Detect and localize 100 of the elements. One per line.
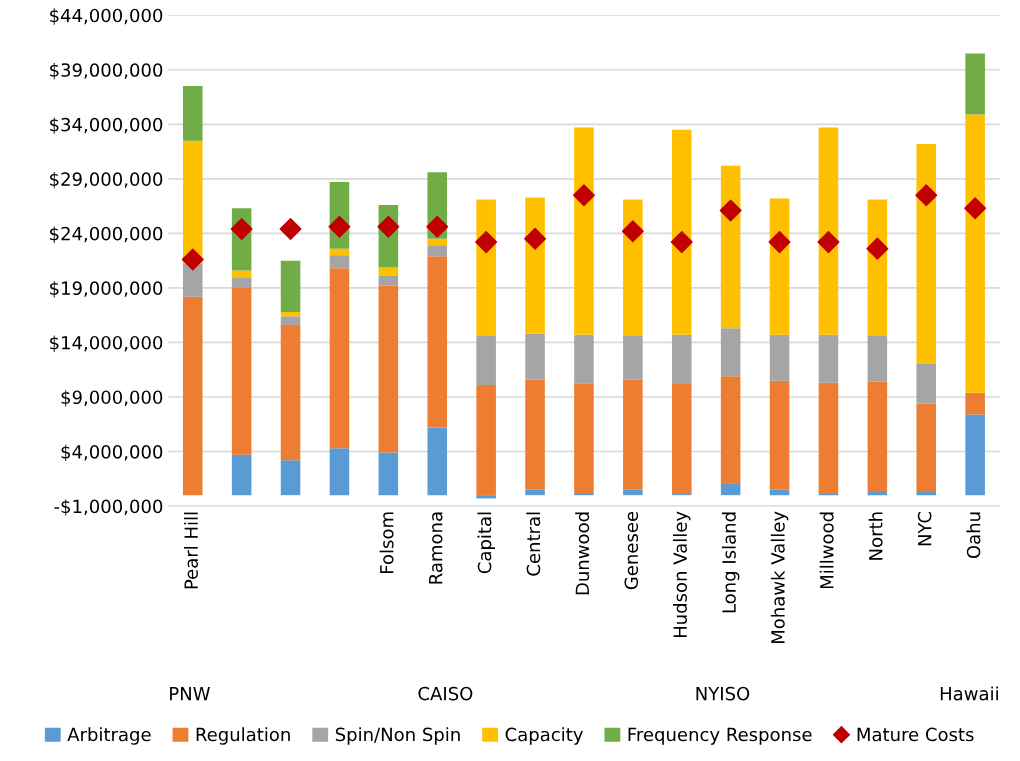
bar [818, 334, 839, 383]
point [279, 218, 302, 241]
bar [378, 285, 399, 453]
bar [574, 383, 594, 493]
point [328, 215, 351, 238]
point [964, 197, 987, 220]
x-tick-label: Capital [477, 512, 495, 574]
bar [720, 328, 741, 377]
point [572, 184, 595, 207]
bar [671, 334, 692, 384]
bar [965, 414, 985, 496]
point [915, 184, 938, 207]
bar [280, 325, 301, 461]
bar [182, 86, 203, 141]
x-tick-label: North [868, 512, 883, 560]
text: NYISO [696, 686, 750, 701]
bar [231, 287, 252, 455]
y-tick-label: $4,000,000 [61, 444, 163, 462]
bar [574, 127, 594, 335]
bar [720, 483, 741, 496]
bar [965, 114, 985, 393]
point [817, 231, 840, 254]
bar [476, 335, 496, 385]
bar [427, 427, 448, 496]
bar [182, 140, 203, 264]
point [866, 237, 889, 260]
y-tick-label: $39,000,000 [50, 62, 163, 80]
bar [623, 379, 643, 490]
point [475, 231, 498, 254]
bar [623, 199, 643, 336]
bar [916, 143, 937, 364]
bar [182, 263, 203, 297]
y-tick-label: $24,000,000 [50, 226, 163, 243]
point [230, 218, 253, 241]
point [181, 248, 204, 271]
bar [671, 129, 692, 335]
y-tick-label: -$1,000,000 [54, 499, 163, 516]
y-tick-label: $44,000,000 [50, 8, 163, 25]
bar [720, 376, 741, 484]
bar [623, 489, 643, 496]
bar [525, 197, 545, 334]
point [621, 220, 644, 243]
bar [280, 316, 301, 325]
legend-label: Capacity [505, 727, 583, 745]
bar [329, 268, 350, 449]
x-tick-label: Genesee [624, 511, 639, 590]
bar [329, 255, 350, 269]
bar [769, 334, 790, 381]
bar [231, 270, 252, 279]
bar [965, 53, 985, 115]
point [524, 227, 547, 250]
bar [280, 460, 301, 496]
bar [329, 448, 350, 496]
bar [378, 452, 399, 496]
bar [623, 335, 643, 380]
bar [574, 492, 594, 496]
text: PNW [170, 687, 210, 701]
x-tick-label: Mohawk Valley [770, 511, 789, 644]
x-tick-label: Ramona [429, 512, 443, 584]
bar [525, 333, 545, 380]
bar [769, 380, 790, 490]
y-tick-label: $29,000,000 [50, 171, 163, 189]
point [768, 231, 791, 254]
y-tick-label: $9,000,000 [61, 390, 163, 407]
legend-label: Mature Costs [857, 727, 974, 742]
bar [916, 403, 937, 492]
bar [818, 127, 839, 335]
x-tick-label: Pearl Hill [184, 512, 198, 589]
y-tick-label: $19,000,000 [50, 281, 163, 298]
x-tick-label: Oahu [966, 512, 981, 559]
bar [378, 267, 399, 276]
bar [476, 199, 496, 336]
x-tick-label: Millwood [819, 512, 834, 589]
bar [525, 379, 545, 490]
point [719, 199, 742, 222]
y-tick-label: $34,000,000 [50, 117, 163, 134]
point [377, 215, 400, 238]
bar [916, 363, 937, 404]
legend-label: Frequency Response [628, 727, 812, 745]
bar [427, 245, 448, 257]
legend-label: Regulation [196, 727, 290, 745]
bar [965, 392, 985, 415]
x-tick-label: NYC [917, 511, 932, 546]
bar [427, 256, 448, 428]
x-tick-label: Hudson Valley [673, 511, 691, 638]
bar [916, 491, 937, 496]
legend-label: Arbitrage [67, 727, 151, 745]
point [670, 231, 693, 254]
bar [671, 383, 692, 495]
bar [231, 454, 252, 496]
x-tick-label: Dunwood [575, 512, 590, 595]
x-tick-label: Central [526, 512, 541, 576]
bar [476, 495, 496, 499]
bar [182, 296, 203, 496]
bar [280, 260, 301, 312]
bar [378, 275, 399, 286]
bar [574, 334, 594, 384]
bar [867, 381, 888, 492]
text: CAISO [418, 686, 473, 701]
point [426, 215, 449, 238]
